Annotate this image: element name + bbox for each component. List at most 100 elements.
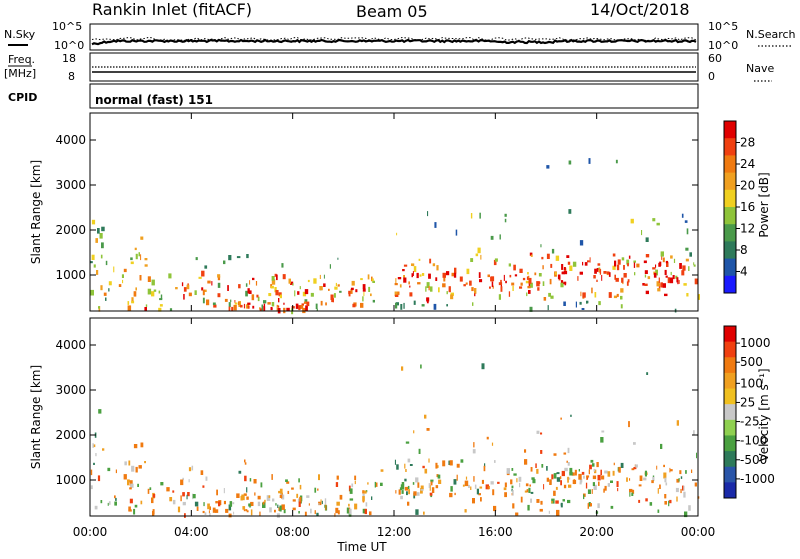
heatmap-cell	[144, 264, 148, 267]
heatmap-cell	[660, 443, 663, 449]
heatmap-cell	[644, 470, 647, 477]
heatmap-cell	[684, 220, 688, 223]
heatmap-cell	[318, 501, 322, 506]
heatmap-cell	[198, 276, 202, 279]
heatmap-cell	[572, 479, 577, 484]
heatmap-cell	[209, 506, 211, 510]
heatmap-cell	[631, 468, 635, 471]
heatmap-cell	[97, 228, 100, 234]
heatmap-cell	[394, 283, 398, 286]
heatmap-cell	[491, 442, 494, 446]
yaxis-tick-label: 1000	[55, 473, 86, 487]
heatmap-cell	[556, 509, 560, 516]
heatmap-cell	[664, 293, 668, 297]
heatmap-cell	[287, 490, 290, 494]
nsky-tick-top: 10^5	[52, 20, 82, 33]
heatmap-cell	[663, 472, 667, 479]
heatmap-cell	[621, 277, 624, 283]
heatmap-cell	[450, 294, 454, 300]
heatmap-cell	[334, 286, 338, 290]
heatmap-cell	[362, 496, 365, 502]
heatmap-cell	[90, 261, 93, 264]
heatmap-cell	[566, 255, 570, 258]
heatmap-cell	[680, 476, 683, 479]
heatmap-cell	[593, 484, 597, 490]
heatmap-cell	[597, 263, 601, 266]
heatmap-cell	[567, 447, 570, 454]
heatmap-cell	[100, 254, 103, 259]
heatmap-cell	[689, 252, 692, 257]
heatmap-cell	[535, 463, 537, 468]
heatmap-cell	[257, 296, 260, 302]
heatmap-cell	[279, 488, 283, 494]
heatmap-cell	[349, 508, 352, 515]
heatmap-cell	[620, 304, 623, 309]
power-ylabel: Slant Range [km]	[29, 160, 43, 264]
heatmap-cell	[449, 460, 453, 466]
heatmap-cell	[560, 282, 564, 288]
heatmap-cell	[537, 287, 540, 291]
heatmap-cell	[428, 273, 431, 279]
heatmap-cell	[481, 363, 485, 370]
colorbar-segment	[724, 341, 736, 358]
heatmap-cell	[546, 253, 550, 259]
heatmap-cell	[421, 304, 425, 307]
heatmap-cell	[571, 472, 575, 476]
heatmap-cell	[246, 254, 249, 259]
heatmap-cell	[372, 280, 375, 283]
heatmap-cell	[122, 279, 124, 284]
heatmap-cell	[651, 480, 654, 484]
heatmap-cell	[128, 479, 130, 483]
heatmap-cell	[404, 463, 406, 469]
heatmap-cell	[283, 509, 286, 514]
heatmap-cell	[253, 479, 257, 484]
heatmap-cell	[664, 269, 667, 275]
heatmap-cell	[479, 486, 483, 489]
heatmap-cell	[443, 275, 446, 282]
heatmap-cell	[152, 494, 156, 498]
heatmap-cell	[635, 464, 638, 468]
heatmap-cell	[669, 277, 674, 284]
heatmap-cell	[218, 501, 221, 507]
heatmap-cell	[320, 499, 322, 503]
heatmap-cell	[175, 287, 178, 290]
heatmap-cell	[395, 302, 399, 306]
heatmap-cell	[299, 496, 302, 503]
heatmap-cell	[614, 274, 616, 280]
colorbar-segment	[724, 404, 736, 421]
heatmap-cell	[655, 264, 657, 268]
heatmap-cell	[228, 504, 232, 511]
heatmap-cell	[254, 492, 256, 496]
heatmap-cell	[211, 281, 213, 286]
heatmap-cell	[463, 284, 466, 287]
heatmap-cell	[325, 302, 327, 306]
heatmap-cell	[592, 463, 595, 467]
heatmap-cell	[318, 474, 320, 481]
heatmap-cell	[462, 484, 465, 487]
heatmap-cell	[603, 271, 607, 274]
heatmap-cell	[549, 479, 552, 485]
heatmap-cell	[446, 271, 450, 276]
heatmap-cell	[131, 297, 134, 302]
colorbar-tick-label: -25	[740, 415, 760, 429]
heatmap-cell	[407, 485, 410, 489]
heatmap-cell	[257, 501, 261, 507]
heatmap-cell	[676, 420, 679, 426]
heatmap-cell	[589, 464, 592, 470]
colorbar-segment	[724, 466, 736, 483]
heatmap-cell	[629, 488, 633, 493]
heatmap-cell	[394, 294, 399, 297]
heatmap-cell	[511, 485, 514, 489]
heatmap-cell	[200, 470, 204, 475]
heatmap-cell	[194, 290, 197, 295]
heatmap-cell	[168, 273, 172, 279]
heatmap-cell	[652, 218, 656, 222]
heatmap-cell	[490, 481, 494, 485]
heatmap-cell	[127, 301, 130, 305]
heatmap-cell	[683, 491, 686, 498]
heatmap-cell	[693, 264, 696, 267]
heatmap-cell	[588, 502, 591, 507]
heatmap-cell	[247, 305, 250, 309]
heatmap-cell	[542, 281, 545, 286]
heatmap-cell	[694, 482, 697, 487]
